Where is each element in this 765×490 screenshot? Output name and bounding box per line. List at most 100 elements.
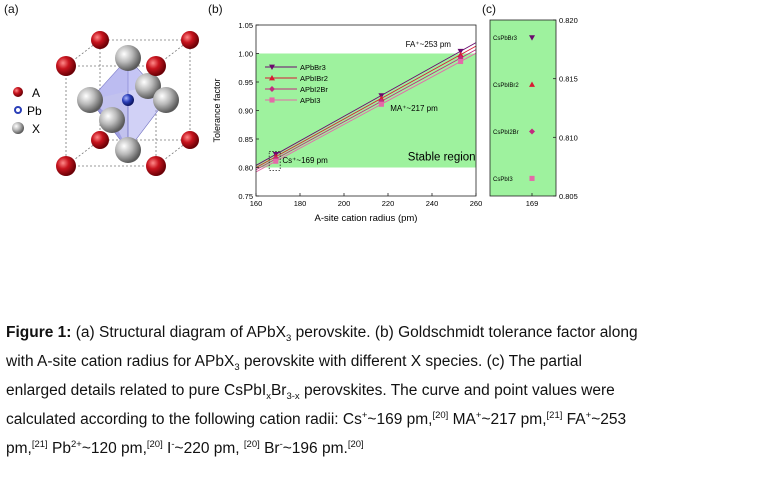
zoom-point-label: CsPbI2Br xyxy=(493,130,519,136)
caption-text: FA xyxy=(562,411,586,428)
stable-region-label: Stable region xyxy=(408,152,476,164)
a-site-atom xyxy=(56,56,76,76)
zoom-x-tick-label: 169 xyxy=(526,199,539,208)
y-tick-label: 0.85 xyxy=(238,135,253,144)
x-tick-label: 220 xyxy=(382,199,395,208)
x-site-atom xyxy=(153,87,179,113)
y-axis-label: Tolerance factor xyxy=(212,78,222,142)
caption-text: MA xyxy=(448,411,476,428)
caption-superscript: + xyxy=(475,409,482,421)
panel-label-c: (c) xyxy=(482,2,496,16)
caption-superscript: - xyxy=(171,438,175,450)
caption-subscript: 3-x xyxy=(286,391,300,403)
x-site-atom xyxy=(77,87,103,113)
legend-label: APbIBr2 xyxy=(300,74,328,83)
x-site-atom xyxy=(115,137,141,163)
zoom-frame xyxy=(489,19,557,197)
data-point xyxy=(458,58,464,65)
caption-text: perovskite. (b) Goldschmidt tolerance fa… xyxy=(295,324,638,341)
caption-reference: [20] xyxy=(432,409,449,421)
legend-a-atom-icon xyxy=(13,87,23,97)
pb-atom xyxy=(122,94,134,106)
caption-superscript: + xyxy=(361,409,368,421)
caption-reference: [20] xyxy=(146,438,163,450)
x-site-atom xyxy=(99,107,125,133)
series-line xyxy=(255,42,477,166)
caption-superscript: - xyxy=(279,438,283,450)
series-line xyxy=(255,45,477,168)
caption-line-1: Figure 1: (a) Structural diagram of APbX… xyxy=(6,318,758,347)
caption-subscript: 3 xyxy=(285,333,292,345)
caption-text: calculated according to the following ca… xyxy=(6,411,362,428)
y-tick-label: 0.80 xyxy=(238,164,253,173)
x-tick-label: 260 xyxy=(470,199,483,208)
x-tick-label: 200 xyxy=(338,199,351,208)
caption-text: enlarged details related to pure CsPbI xyxy=(6,382,267,399)
a-site-atom xyxy=(181,31,199,49)
caption-figure-number: Figure 1: xyxy=(6,324,72,341)
y-tick-label: 0.90 xyxy=(238,107,253,116)
caption-reference: [21] xyxy=(546,409,563,421)
legend-label: APbI2Br xyxy=(300,85,328,94)
y-tick-label: 1.00 xyxy=(238,50,253,59)
x-site-atom xyxy=(115,45,141,71)
a-site-atom xyxy=(91,31,109,49)
caption-text: with A-site cation radius for APbX xyxy=(6,353,235,370)
caption-line-4: calculated according to the following ca… xyxy=(6,405,758,434)
caption-reference: [21] xyxy=(31,438,48,450)
panel-label-a: (a) xyxy=(4,2,19,16)
zoom-data-point xyxy=(529,35,535,41)
x-tick-label: 160 xyxy=(250,199,263,208)
zoom-y-tick-label: 0.815 xyxy=(559,75,578,84)
structure-legend: A Pb X xyxy=(12,86,42,136)
caption-text: Br xyxy=(259,440,280,457)
caption-superscript: + xyxy=(585,409,592,421)
caption-text: ~196 pm. xyxy=(282,440,348,457)
caption-text: ~120 pm, xyxy=(81,440,147,457)
a-site-atom xyxy=(181,131,199,149)
data-point xyxy=(273,158,279,164)
series-line xyxy=(255,49,477,171)
ma-annotation: MA⁺~217 pm xyxy=(390,104,438,113)
x-axis-label: A-site cation radius (pm) xyxy=(315,213,418,224)
x-tick-label: 180 xyxy=(294,199,307,208)
panel-label-b: (b) xyxy=(208,2,223,16)
caption-subscript: x xyxy=(266,391,271,403)
legend-x-atom-icon xyxy=(12,122,24,134)
caption-text: Pb xyxy=(47,440,71,457)
zoom-data-point xyxy=(529,128,535,135)
caption-text: perovskites. The curve and point values … xyxy=(303,382,615,399)
caption-line-3: enlarged details related to pure CsPbIxB… xyxy=(6,376,758,405)
a-site-atom xyxy=(146,156,166,176)
fa-annotation: FA⁺~253 pm xyxy=(406,40,452,49)
y-tick-label: 1.05 xyxy=(238,21,253,30)
legend-label: APbI3 xyxy=(300,96,320,105)
caption-text: I xyxy=(162,440,172,457)
caption-text: (a) Structural diagram of APbX xyxy=(75,324,286,341)
legend-marker-icon xyxy=(269,86,275,92)
legend-marker-icon xyxy=(269,64,275,70)
zoomed-cs-chart: 0.805 0.810 0.815 0.820 169 CsPbBr3 CsPbIBr2… xyxy=(489,16,578,208)
chart-legend: APbBr3 APbIBr2 APbI2Br APbI3 xyxy=(265,63,328,105)
caption-text: ~220 pm, xyxy=(174,440,244,457)
zoom-y-tick-label: 0.810 xyxy=(559,133,578,142)
x-site-atom xyxy=(135,73,161,99)
legend-a-label: A xyxy=(32,86,40,100)
a-site-atom xyxy=(146,56,166,76)
data-point xyxy=(378,95,385,101)
y-tick-label: 0.75 xyxy=(238,192,253,201)
caption-text: perovskite with different X species. (c)… xyxy=(243,353,582,370)
caption-text: ~169 pm, xyxy=(367,411,433,428)
zoom-y-tick-label: 0.820 xyxy=(559,16,578,25)
legend-pb-atom-icon xyxy=(14,106,22,114)
tolerance-factor-chart: 0.75 0.80 0.85 0.90 0.95 1.00 1.05 160 180 200 22… xyxy=(212,21,482,224)
zoom-data-point xyxy=(529,81,535,87)
perovskite-structure xyxy=(56,31,199,176)
caption-line-2: with A-site cation radius for APbX3 pero… xyxy=(6,347,758,376)
caption-superscript: 2+ xyxy=(70,438,82,450)
figure-caption: Figure 1: (a) Structural diagram of APbX… xyxy=(6,318,758,463)
caption-reference: [20] xyxy=(347,438,364,450)
y-tick-label: 0.95 xyxy=(238,78,253,87)
caption-subscript: 3 xyxy=(234,362,240,374)
caption-reference: [20] xyxy=(243,438,260,450)
